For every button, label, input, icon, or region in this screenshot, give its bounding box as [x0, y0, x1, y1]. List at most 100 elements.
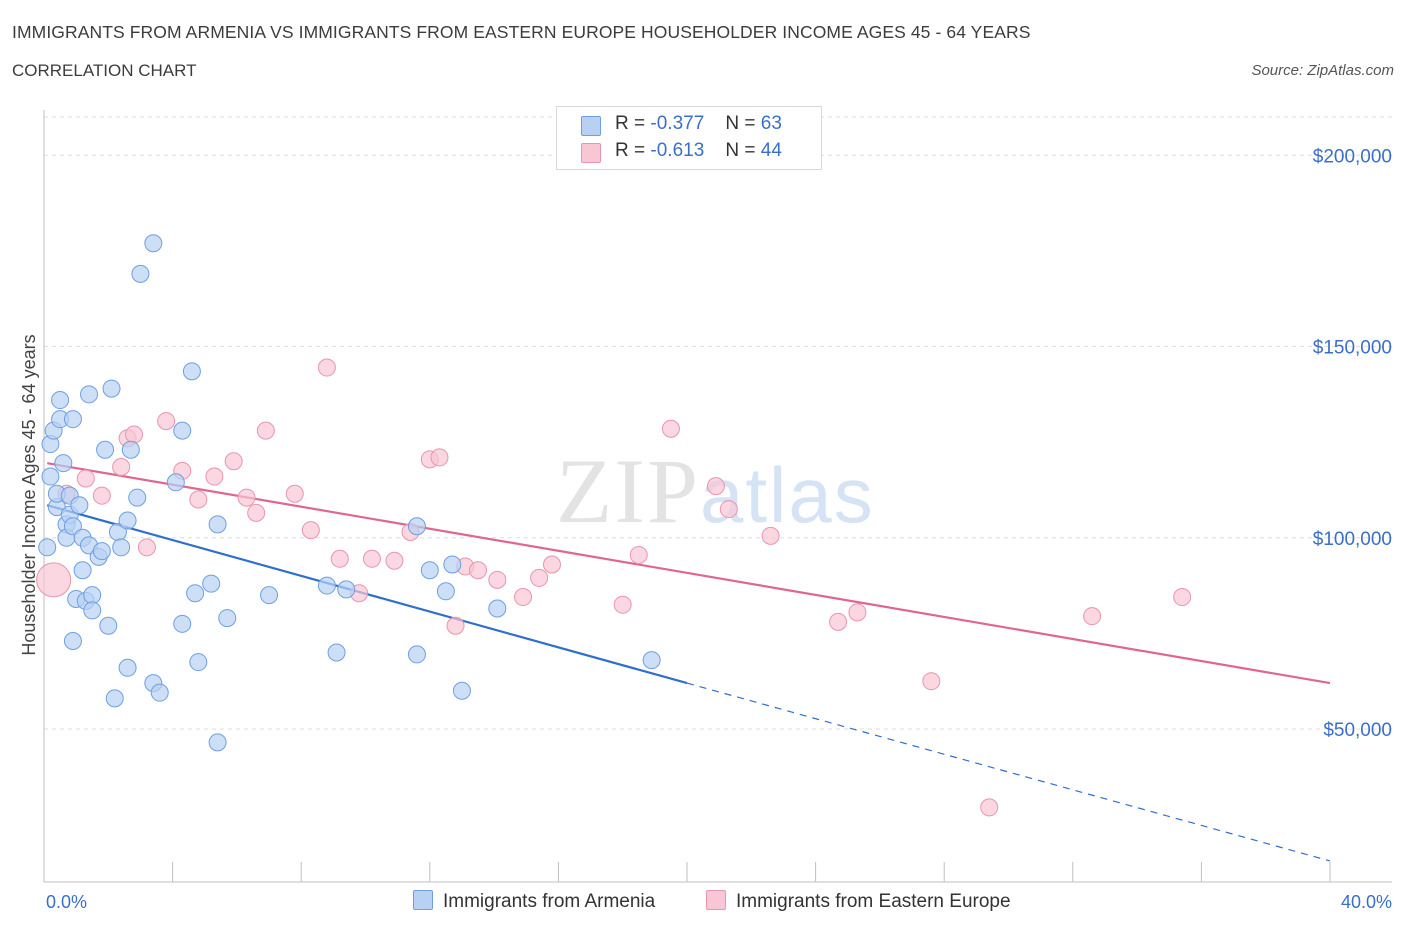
point-armenia — [443, 555, 462, 574]
point-eeurope — [661, 419, 680, 438]
point-armenia — [51, 391, 70, 410]
point-armenia — [317, 576, 336, 595]
point-eeurope — [446, 616, 465, 635]
point-armenia — [63, 410, 82, 429]
point-eeurope — [36, 562, 72, 598]
point-eeurope — [1173, 588, 1192, 607]
series-swatch-eeurope — [706, 890, 726, 910]
point-eeurope — [980, 798, 999, 817]
point-armenia — [70, 496, 89, 515]
legend-r-label: R = — [615, 113, 646, 134]
point-armenia — [118, 511, 137, 530]
series-label-eeurope: Immigrants from Eastern Europe — [736, 891, 1011, 912]
point-armenia — [166, 473, 185, 492]
point-eeurope — [224, 452, 243, 471]
point-armenia — [202, 574, 221, 593]
point-armenia — [73, 561, 92, 580]
point-eeurope — [125, 425, 144, 444]
point-armenia — [420, 561, 439, 580]
series-legend-armenia: Immigrants from Armenia — [413, 890, 655, 913]
point-armenia — [173, 421, 192, 440]
watermark-zip: ZIP — [556, 440, 700, 542]
axes — [43, 110, 1392, 883]
point-eeurope — [719, 500, 738, 519]
point-eeurope — [330, 549, 349, 568]
point-eeurope — [514, 588, 533, 607]
legend-r-label: R = — [615, 140, 646, 161]
point-eeurope — [848, 603, 867, 622]
point-armenia — [407, 645, 426, 664]
point-eeurope — [542, 555, 561, 574]
point-armenia — [260, 586, 279, 605]
point-eeurope — [285, 484, 304, 503]
point-armenia — [488, 599, 507, 618]
point-eeurope — [922, 672, 941, 691]
legend-swatch-armenia — [581, 116, 601, 136]
point-eeurope — [530, 568, 549, 587]
y-tick-labels: $50,000 $100,000 $150,000 $200,000 — [1313, 146, 1392, 741]
data-points — [36, 234, 1192, 817]
y-tick-label: $50,000 — [1323, 720, 1392, 741]
point-armenia — [105, 689, 124, 708]
point-armenia — [327, 643, 346, 662]
point-armenia — [118, 658, 137, 677]
legend-n-armenia: 63 — [760, 113, 782, 134]
point-armenia — [642, 651, 661, 670]
point-armenia — [144, 234, 163, 253]
point-armenia — [218, 609, 237, 628]
series-label-armenia: Immigrants from Armenia — [443, 891, 656, 912]
grid-lines — [44, 116, 1392, 730]
source-credit: Source: ZipAtlas.com — [1251, 62, 1394, 79]
point-armenia — [63, 632, 82, 651]
point-armenia — [407, 517, 426, 536]
trend-line-armenia-projection — [686, 682, 1331, 862]
point-eeurope — [189, 490, 208, 509]
point-eeurope — [613, 595, 632, 614]
point-armenia — [83, 586, 102, 605]
point-armenia — [208, 515, 227, 534]
point-armenia — [128, 488, 147, 507]
point-armenia — [99, 616, 118, 635]
legend-swatch-eeurope — [581, 143, 601, 163]
point-armenia — [131, 264, 150, 283]
legend-n-label: N = — [725, 113, 756, 134]
point-armenia — [121, 440, 140, 459]
point-armenia — [102, 379, 121, 398]
point-armenia — [96, 440, 115, 459]
point-eeurope — [706, 477, 725, 496]
point-eeurope — [76, 469, 95, 488]
point-armenia — [92, 542, 111, 561]
point-armenia — [112, 538, 131, 557]
point-eeurope — [629, 545, 648, 564]
trend-line-eeurope — [47, 462, 1331, 685]
point-eeurope — [112, 457, 131, 476]
legend-r-armenia: -0.377 — [650, 113, 705, 134]
point-armenia — [337, 580, 356, 599]
point-eeurope — [137, 538, 156, 557]
point-eeurope — [205, 467, 224, 486]
point-eeurope — [430, 448, 449, 467]
point-armenia — [83, 601, 102, 620]
y-tick-label: $150,000 — [1313, 338, 1392, 359]
point-eeurope — [761, 526, 780, 545]
point-eeurope — [247, 503, 266, 522]
x-tick-label-min: 0.0% — [46, 892, 87, 912]
x-tick-label-max: 40.0% — [1341, 892, 1392, 912]
point-eeurope — [385, 551, 404, 570]
correlation-legend: R = -0.377 N = 63 R = -0.613 N = 44 — [556, 106, 822, 170]
legend-r-eeurope: -0.613 — [650, 140, 705, 161]
watermark-logo: ZIPatlas — [556, 438, 875, 544]
point-armenia — [63, 517, 82, 536]
point-armenia — [186, 584, 205, 603]
point-armenia — [189, 653, 208, 672]
point-eeurope — [256, 421, 275, 440]
point-eeurope — [469, 561, 488, 580]
legend-n-eeurope: 44 — [760, 140, 782, 161]
point-eeurope — [829, 612, 848, 631]
legend-n-label: N = — [725, 140, 756, 161]
point-armenia — [38, 538, 57, 557]
y-axis-label: Householder Income Ages 45 - 64 years — [19, 334, 39, 655]
x-tick-labels: 0.0% 40.0% — [46, 892, 1392, 912]
trend-lines — [46, 462, 1331, 862]
